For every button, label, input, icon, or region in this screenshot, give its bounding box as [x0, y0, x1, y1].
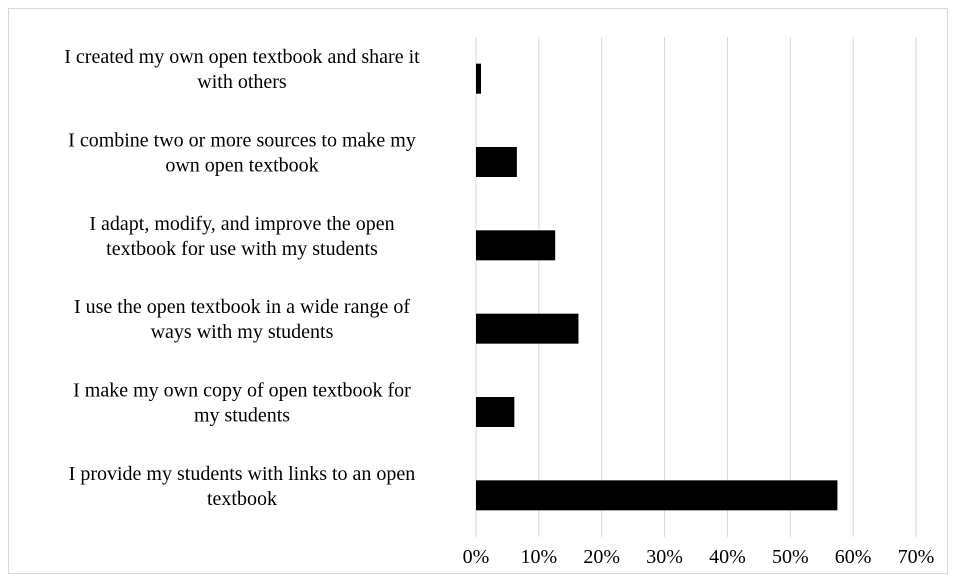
- x-tick-label: 50%: [772, 546, 809, 568]
- bar: [476, 230, 556, 261]
- category-label-line: I created my own open textbook and share…: [64, 46, 420, 68]
- x-tick-label: 70%: [898, 546, 935, 568]
- category-label-line: I adapt, modify, and improve the open: [89, 213, 394, 235]
- bars: [476, 63, 838, 511]
- category-label-line: own open textbook: [165, 155, 318, 177]
- category-label: I use the open textbook in a wide range …: [74, 296, 410, 343]
- bar: [476, 397, 515, 427]
- category-label-line: I use the open textbook in a wide range …: [74, 296, 410, 318]
- x-tick-label: 0%: [463, 546, 490, 568]
- category-label-line: ways with my students: [151, 321, 334, 343]
- category-labels: I created my own open textbook and share…: [64, 46, 420, 510]
- x-axis-ticks: 0% 10% 20% 30% 40% 50% 60% 70%: [463, 546, 935, 568]
- x-tick-label: 30%: [646, 546, 683, 568]
- bar: [476, 63, 482, 94]
- x-tick-label: 60%: [835, 546, 872, 568]
- category-label-line: with others: [197, 71, 287, 93]
- category-label: I created my own open textbook and share…: [64, 46, 420, 93]
- bar: [476, 313, 579, 344]
- category-label: I provide my students with links to an o…: [69, 463, 416, 510]
- category-label-line: textbook for use with my students: [106, 238, 378, 260]
- gridlines: [475, 37, 917, 537]
- x-tick-label: 40%: [709, 546, 746, 568]
- category-label-line: I provide my students with links to an o…: [69, 463, 416, 485]
- category-label: I make my own copy of open textbook for m…: [73, 380, 411, 427]
- chart-frame: I created my own open textbook and share…: [8, 8, 948, 574]
- category-label-line: my students: [194, 405, 290, 427]
- category-label-line: textbook: [207, 488, 277, 510]
- bar: [476, 147, 517, 177]
- bar-chart: I created my own open textbook and share…: [64, 37, 935, 568]
- category-label-line: I combine two or more sources to make my: [68, 130, 416, 152]
- category-label: I adapt, modify, and improve the open tex…: [89, 213, 394, 260]
- x-tick-label: 20%: [583, 546, 620, 568]
- category-label: I combine two or more sources to make my…: [68, 130, 416, 177]
- bar: [476, 480, 838, 511]
- category-label-line: I make my own copy of open textbook for: [73, 380, 411, 402]
- x-tick-label: 10%: [521, 546, 558, 568]
